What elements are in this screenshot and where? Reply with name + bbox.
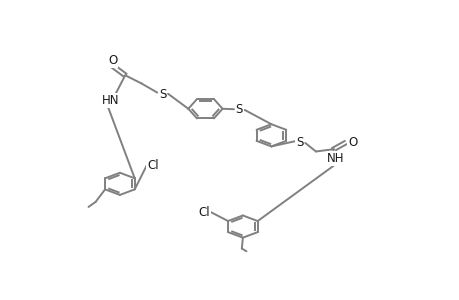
Text: HN: HN [101,94,119,107]
Text: S: S [296,136,303,149]
Text: Cl: Cl [198,206,210,219]
Text: O: O [108,54,117,67]
Text: S: S [159,88,166,101]
Text: O: O [347,136,357,149]
Text: S: S [235,103,242,116]
Text: Cl: Cl [147,159,158,172]
Text: NH: NH [326,152,344,165]
